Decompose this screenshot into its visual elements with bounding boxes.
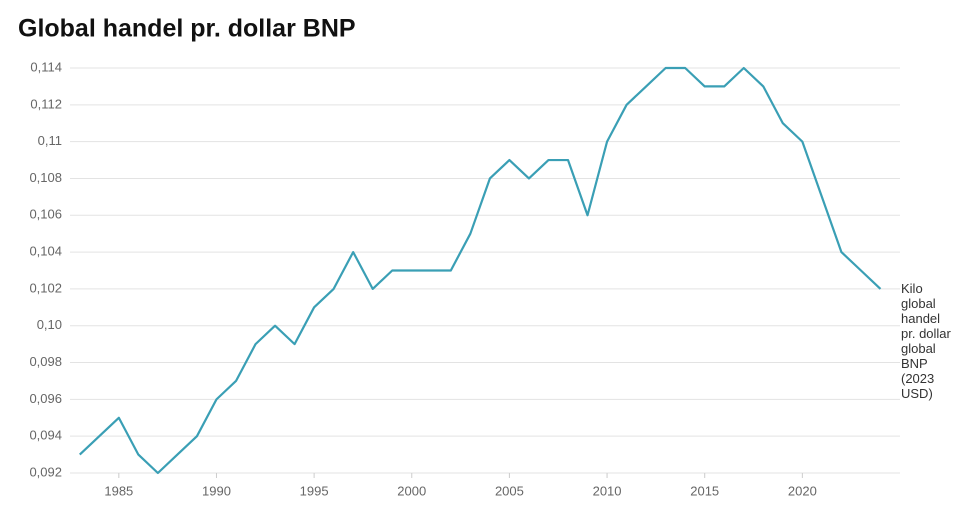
x-tick-label: 2015 xyxy=(690,483,719,498)
y-tick-label: 0,102 xyxy=(29,280,62,295)
x-tick-label: 1990 xyxy=(202,483,231,498)
series-label: Kilo global handel pr. dollar global BNP… xyxy=(901,281,951,401)
y-tick-label: 0,098 xyxy=(29,354,62,369)
y-tick-label: 0,096 xyxy=(29,391,62,406)
x-tick-label: 2005 xyxy=(495,483,524,498)
y-tick-label: 0,112 xyxy=(30,96,62,111)
y-tick-label: 0,104 xyxy=(29,244,62,259)
line xyxy=(79,66,882,475)
y-tick-label: 0,108 xyxy=(29,170,62,185)
x-tick-label: 1995 xyxy=(300,483,329,498)
x-tick-label: 2010 xyxy=(593,483,622,498)
y-tick-label: 0,106 xyxy=(29,207,62,222)
chart-title: Global handel pr. dollar BNP xyxy=(18,15,356,43)
y-tick-label: 0,11 xyxy=(38,133,62,148)
y-tick-label: 0,10 xyxy=(37,317,62,332)
x-tick-label: 2020 xyxy=(788,483,817,498)
y-tick-label: 0,094 xyxy=(29,428,62,443)
y-tick-label: 0,114 xyxy=(30,59,62,74)
x-tick-label: 1985 xyxy=(104,483,133,498)
y-tick-label: 0,092 xyxy=(29,464,62,479)
x-tick-label: 2000 xyxy=(397,483,426,498)
